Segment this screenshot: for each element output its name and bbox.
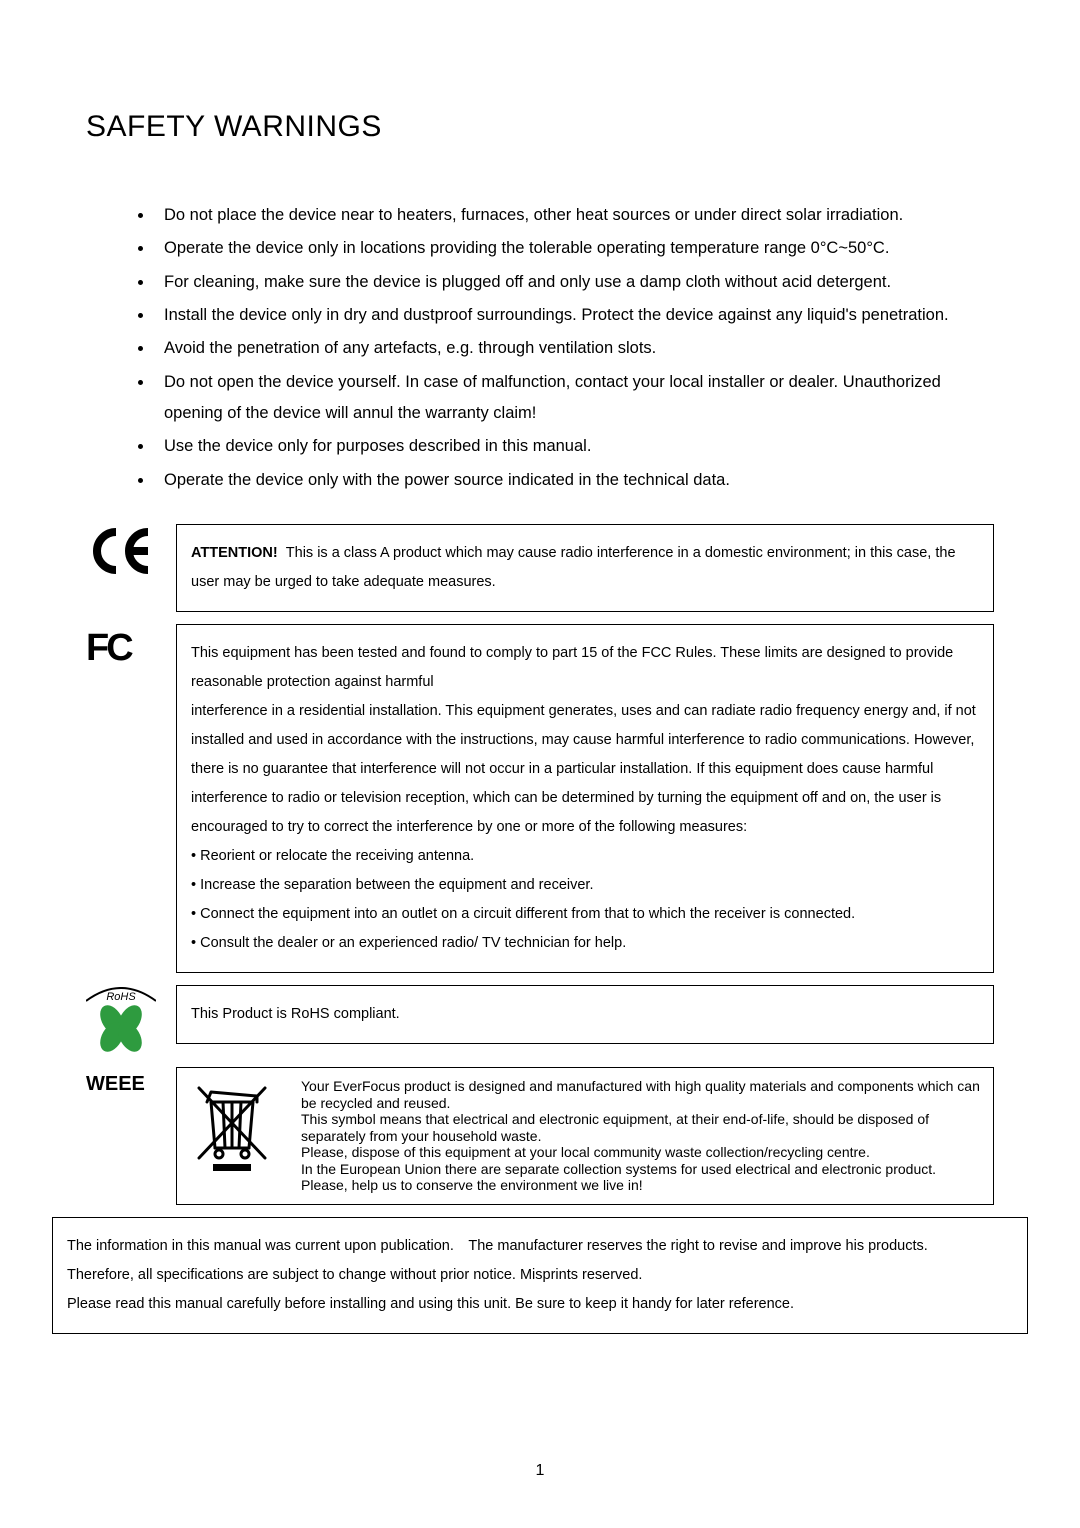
fcc-body: interference in a residential installati… [191,697,979,842]
list-item: Avoid the penetration of any artefacts, … [154,333,994,364]
fcc-logo-icon: FC [86,624,176,670]
rohs-text: This Product is RoHS compliant. [191,1000,979,1029]
weee-line: Please, help us to conserve the environm… [301,1177,981,1194]
footer-box: The information in this manual was curre… [52,1217,1028,1334]
list-item: Use the device only for purposes describ… [154,431,994,462]
rohs-text-box: This Product is RoHS compliant. [176,985,994,1044]
rohs-row: RoHS This Product is RoHS compliant. [86,985,994,1055]
fcc-intro: This equipment has been tested and found… [191,639,979,697]
list-item: For cleaning, make sure the device is pl… [154,267,994,298]
list-item: Install the device only in dry and dustp… [154,300,994,331]
list-item: Operate the device only in locations pro… [154,233,994,264]
weee-text: Your EverFocus product is designed and m… [301,1078,981,1194]
weee-label: WEEE [86,1067,176,1096]
fcc-measure: • Consult the dealer or an experienced r… [191,929,979,958]
weee-bin-icon [189,1078,275,1177]
ce-logo-icon [86,524,176,576]
weee-line: This symbol means that electrical and el… [301,1111,981,1144]
ce-text: This is a class A product which may caus… [191,545,956,590]
fcc-row: FC This equipment has been tested and fo… [86,624,994,973]
list-item: Do not place the device near to heaters,… [154,200,994,231]
fcc-text-box: This equipment has been tested and found… [176,624,994,973]
weee-line: Please, dispose of this equipment at you… [301,1144,981,1161]
list-item: Do not open the device yourself. In case… [154,367,994,430]
page-number: 1 [0,1462,1080,1480]
fcc-measure: • Increase the separation between the eq… [191,871,979,900]
weee-line: Your EverFocus product is designed and m… [301,1078,981,1111]
rohs-logo-icon: RoHS [86,985,176,1055]
ce-attention-label: ATTENTION! [191,545,278,561]
ce-row: ATTENTION! This is a class A product whi… [86,524,994,612]
page-title: SAFETY WARNINGS [86,110,994,144]
safety-bullet-list: Do not place the device near to heaters,… [86,200,994,496]
footer-line: The information in this manual was curre… [67,1232,1013,1261]
svg-text:RoHS: RoHS [106,991,136,1003]
fcc-measure: • Connect the equipment into an outlet o… [191,900,979,929]
weee-box: Your EverFocus product is designed and m… [176,1067,994,1205]
fcc-measure: • Reorient or relocate the receiving ant… [191,842,979,871]
page: SAFETY WARNINGS Do not place the device … [0,0,1080,1528]
footer-line: Therefore, all specifications are subjec… [67,1261,1013,1290]
svg-text:FC: FC [86,627,133,669]
footer-line: Please read this manual carefully before… [67,1290,1013,1319]
list-item: Operate the device only with the power s… [154,465,994,496]
weee-row: WEEE [86,1067,994,1205]
weee-line: In the European Union there are separate… [301,1161,981,1178]
ce-text-box: ATTENTION! This is a class A product whi… [176,524,994,612]
